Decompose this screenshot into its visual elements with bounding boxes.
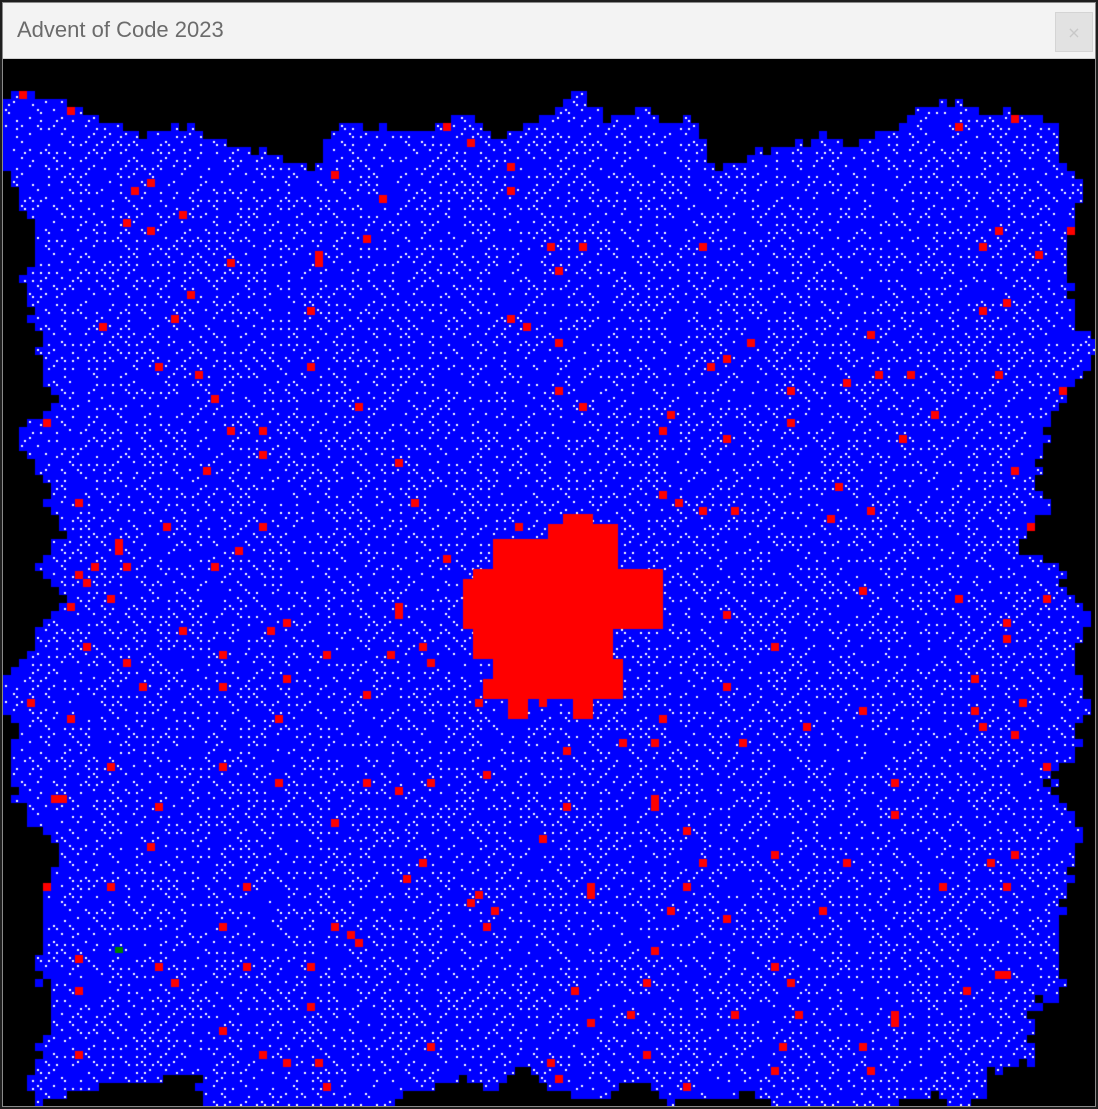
window-title: Advent of Code 2023 — [17, 17, 224, 42]
close-icon: × — [1067, 22, 1081, 42]
title-bar: Advent of Code 2023 × — [3, 3, 1095, 59]
visualization-area — [3, 59, 1095, 1106]
close-button[interactable]: × — [1055, 12, 1093, 52]
garden-grid-canvas — [3, 59, 1095, 1106]
